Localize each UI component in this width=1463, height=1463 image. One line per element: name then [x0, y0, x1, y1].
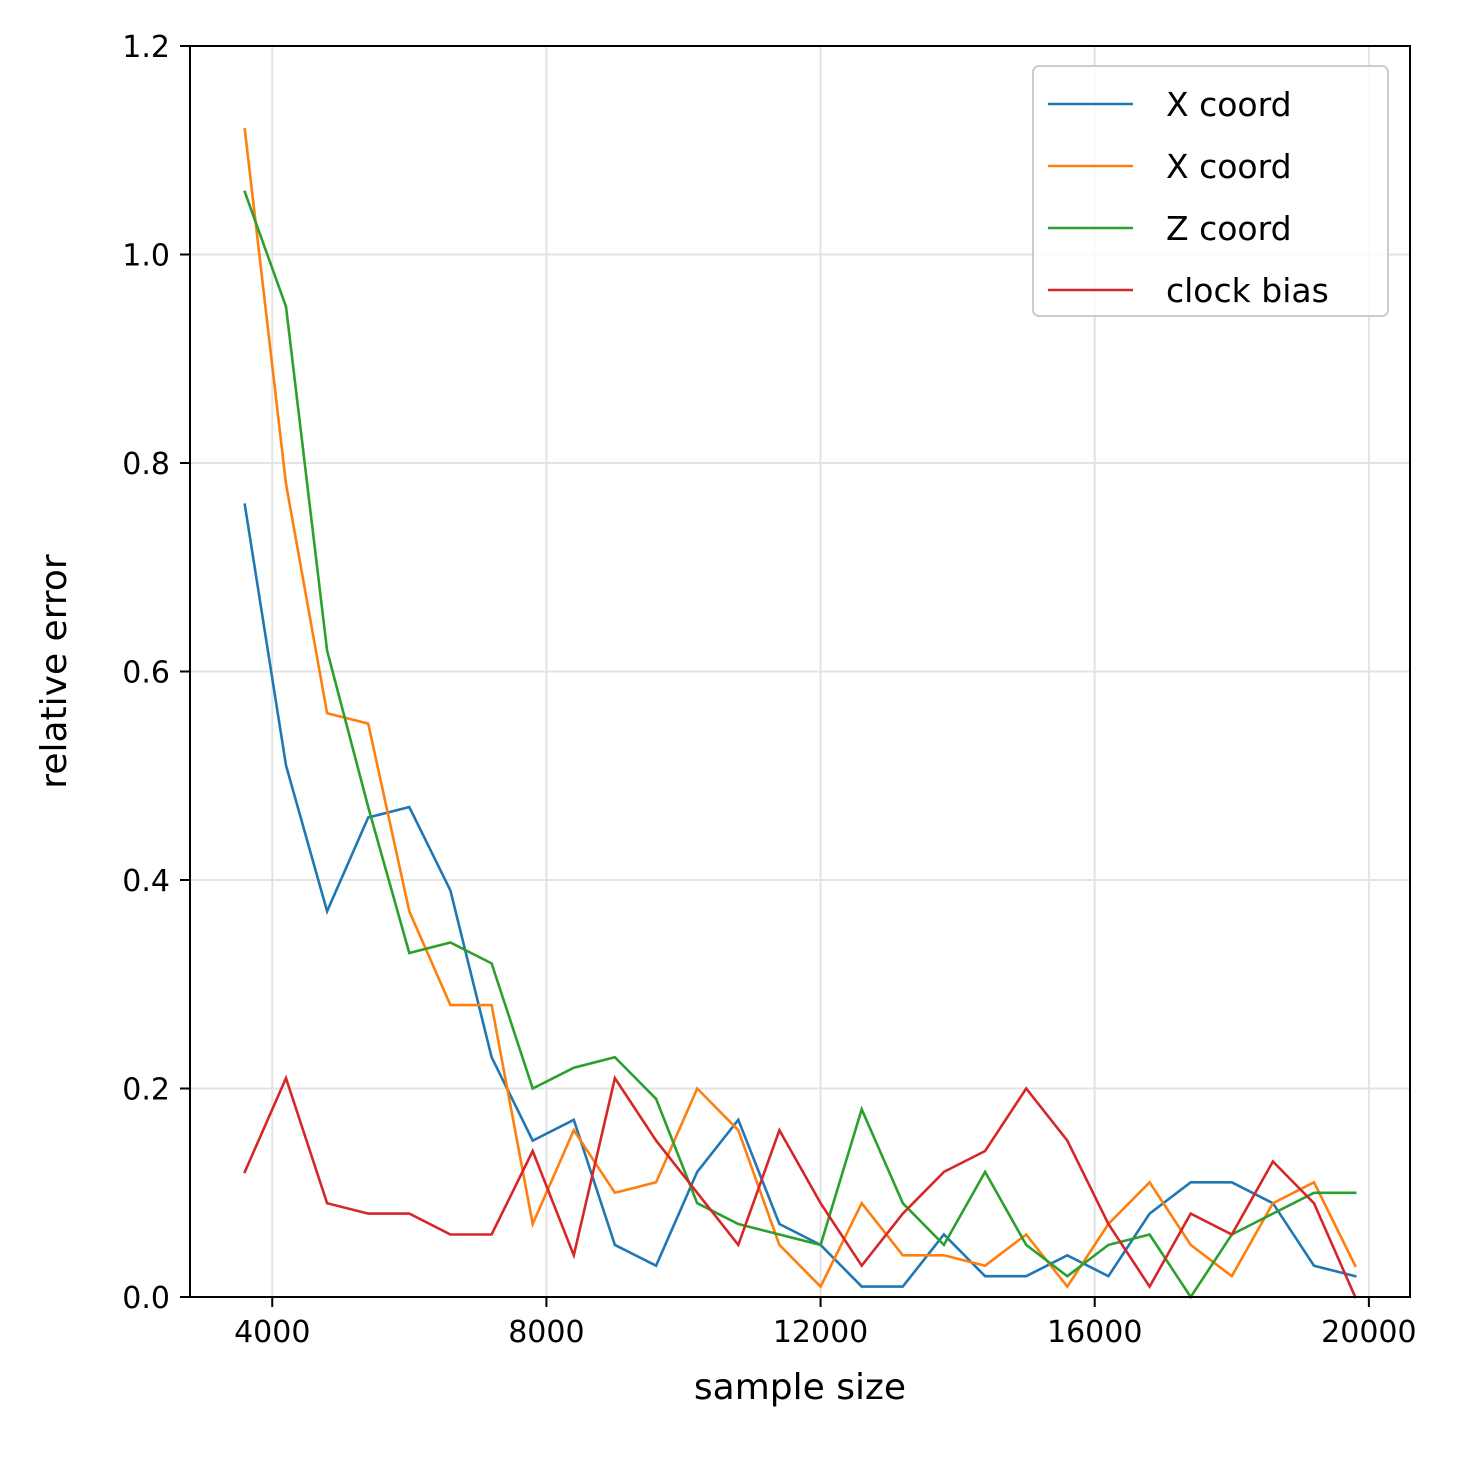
series-line-3 [243, 190, 1357, 1300]
y-tick-label: 0.4 [122, 864, 170, 899]
y-tick-label: 1.0 [122, 239, 170, 274]
legend-label: Z coord [1166, 209, 1292, 248]
y-tick-label: 0.8 [122, 447, 170, 482]
legend-label: X coord [1166, 147, 1292, 186]
x-tick-label: 8000 [508, 1315, 584, 1350]
legend-label: X coord [1166, 85, 1292, 124]
series-line-1 [243, 503, 1357, 1288]
y-tick-label: 1.2 [122, 30, 170, 65]
x-tick-label: 4000 [234, 1315, 310, 1350]
x-tick-label: 16000 [1047, 1315, 1142, 1350]
x-axis-label: sample size [694, 1367, 906, 1408]
axis-ticks: 4000 8000 12000 16000 20000 0.0 0.2 0.4 0.6 0.8 1.… [122, 30, 1416, 1350]
x-tick-label: 12000 [773, 1315, 868, 1350]
y-axis-label: relative error [34, 554, 75, 789]
y-tick-label: 0.6 [122, 656, 170, 691]
y-tick-label: 0.0 [122, 1281, 170, 1316]
y-tick-label: 0.2 [122, 1073, 170, 1108]
legend-label: clock bias [1166, 271, 1329, 310]
series-lines [243, 127, 1357, 1300]
legend: X coord X coord Z coord clock bias [1032, 65, 1389, 317]
series-line-4 [243, 1074, 1357, 1299]
series-line-2 [243, 127, 1357, 1289]
x-tick-label: 20000 [1321, 1315, 1416, 1350]
legend-box [1032, 65, 1389, 317]
